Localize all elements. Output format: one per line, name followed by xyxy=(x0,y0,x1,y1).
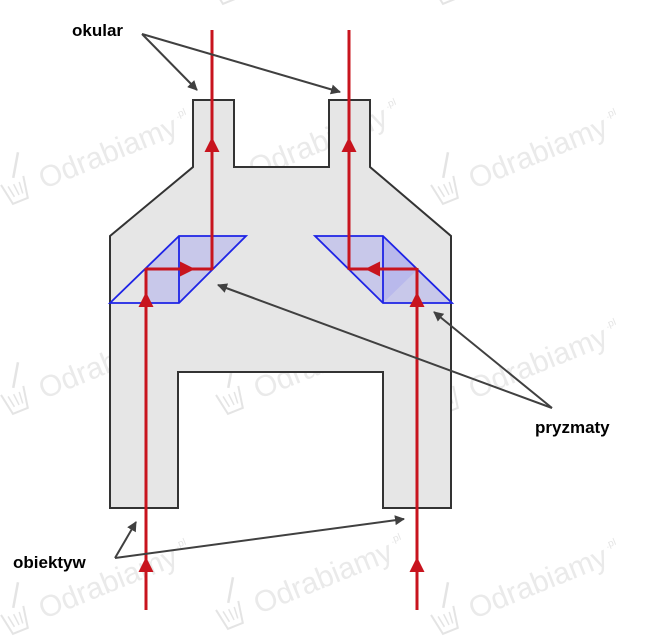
label-prisms: pryzmaty xyxy=(535,418,610,437)
label-eyepiece: okular xyxy=(72,21,123,40)
eyepiece-pointers xyxy=(141,33,341,95)
right-light-ray xyxy=(341,30,425,610)
label-objective: obiektyw xyxy=(13,553,87,572)
objective-pointers xyxy=(114,515,405,559)
binocular-housing xyxy=(109,99,452,509)
prism-pointers xyxy=(217,283,553,409)
